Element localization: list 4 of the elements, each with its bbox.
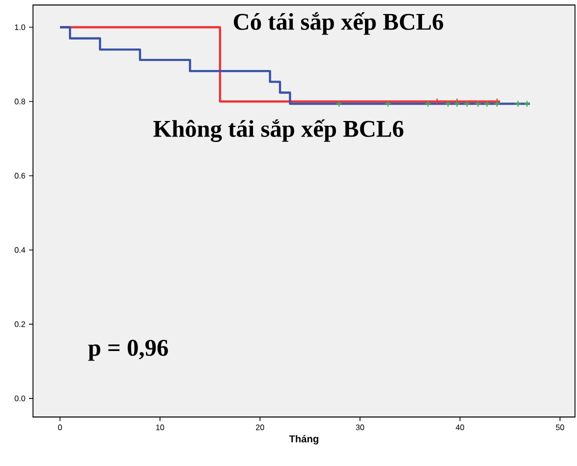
series-label: Có tái sắp xếp BCL6	[234, 12, 444, 35]
annotation: p = 0,96	[88, 340, 168, 361]
series-label: Không tái sắp xếp BCL6	[153, 119, 404, 142]
x-axis-title: Tháng	[289, 434, 318, 444]
